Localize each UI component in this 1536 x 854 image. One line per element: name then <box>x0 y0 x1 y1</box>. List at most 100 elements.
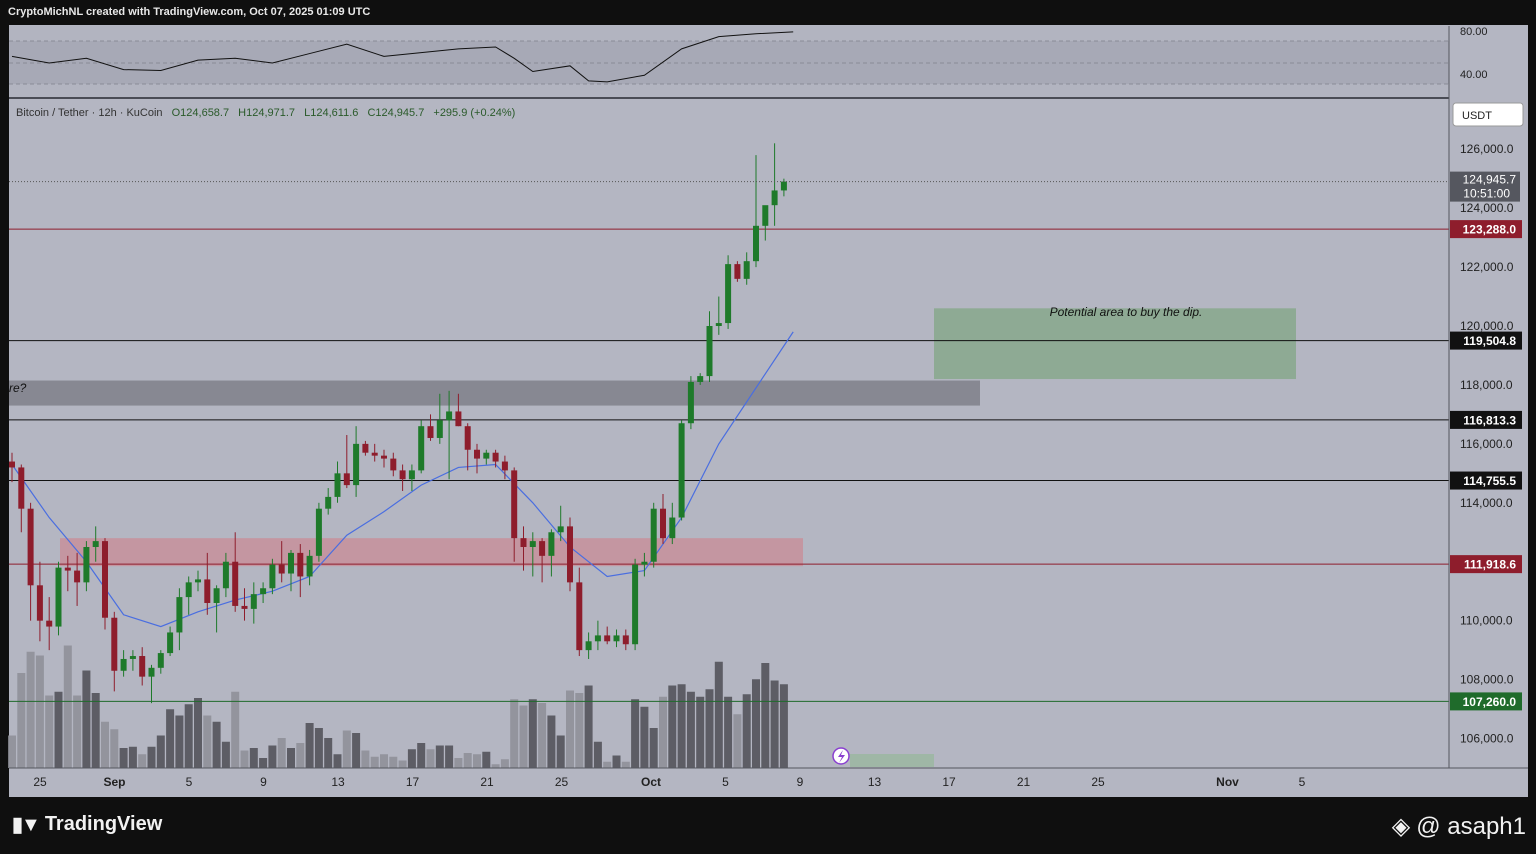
volume-bar <box>17 673 26 768</box>
volume-bar <box>249 748 258 768</box>
lightning-icon <box>838 750 845 763</box>
candle-body <box>567 526 573 583</box>
candle-body <box>111 617 118 671</box>
candle-body <box>669 517 676 539</box>
volume-bar <box>724 696 733 768</box>
volume-bar <box>203 715 212 768</box>
candle-body <box>362 443 369 453</box>
current-price-tag: 124,945.7 10:51:00 <box>1450 171 1520 202</box>
volume-bar <box>324 738 333 768</box>
candle-body <box>474 449 480 459</box>
volume-bar <box>73 695 82 768</box>
price-tick: 124,000.0 <box>1460 201 1514 215</box>
volume-bar <box>370 756 379 768</box>
candle-body <box>334 473 341 497</box>
candle-body <box>557 526 564 533</box>
volume-bar <box>389 756 398 768</box>
volume-bar <box>175 715 184 768</box>
level-tag-text: 116,813.3 <box>1463 413 1516 427</box>
candle-body <box>771 190 778 206</box>
current-price-value: 124,945.7 <box>1463 173 1517 187</box>
volume-bar <box>333 754 342 768</box>
volume-bar <box>231 691 240 768</box>
price-tick: 108,000.0 <box>1460 673 1514 687</box>
candle-body <box>390 458 397 471</box>
candle-body <box>399 470 406 480</box>
candle-body <box>464 426 471 450</box>
level-tag-bg <box>1450 471 1522 490</box>
volume-bar <box>417 743 426 768</box>
candle-body <box>613 635 620 642</box>
candle-body <box>622 635 629 645</box>
rsi-pane <box>9 26 1449 98</box>
candle-body <box>157 653 164 668</box>
candle-body <box>734 264 741 279</box>
volume-bar <box>82 670 91 768</box>
currency-button[interactable]: USDT <box>1452 102 1524 127</box>
volume-bar <box>426 749 435 768</box>
volume-bar <box>119 748 128 768</box>
price-axis[interactable]: 126,000.0 124,000.0 122,000.0 120,000.0 118,… <box>1460 142 1514 745</box>
buy-dip-zone[interactable] <box>934 308 1296 380</box>
price-tick: 106,000.0 <box>1460 732 1514 746</box>
volume-bar <box>603 761 612 768</box>
volume-bar <box>342 730 351 768</box>
ohlc-high: H124,971.7 <box>238 107 295 119</box>
tradingview-brand: TradingView <box>44 813 163 835</box>
candle-body <box>780 181 787 191</box>
volume-bar <box>770 680 779 768</box>
candle-body <box>641 561 648 565</box>
time-tick: 9 <box>797 775 804 789</box>
level-tags: 123,288.0 119,504.8 116,813.3 114,755.5 111,… <box>1450 220 1522 711</box>
price-tick: 116,000.0 <box>1460 437 1513 451</box>
candle-body <box>501 461 508 471</box>
volume-bar <box>380 754 388 768</box>
volume-bar <box>259 758 268 768</box>
candle-body <box>278 564 285 574</box>
candle-body <box>55 567 62 627</box>
volume-bar <box>361 750 370 768</box>
candle-body <box>520 538 527 547</box>
volume-bar <box>54 691 63 768</box>
volume-bar <box>463 753 472 768</box>
volume-bar <box>593 741 602 768</box>
price-tick: 126,000.0 <box>1460 142 1514 156</box>
handle-text: @ asaph1 <box>1416 812 1526 840</box>
time-tick: 5 <box>1299 775 1306 789</box>
volume-bar <box>63 645 72 768</box>
volume-bar <box>500 759 509 768</box>
price-tick: 118,000.0 <box>1460 378 1513 392</box>
resistance-zone <box>9 380 980 406</box>
currency-button-label[interactable]: USDT <box>1462 110 1492 122</box>
volume-bar <box>705 689 714 768</box>
volume-bar <box>584 685 593 768</box>
candle-body <box>102 541 108 618</box>
volume-bar <box>352 733 361 768</box>
time-axis[interactable]: 25 Sep 5 9 13 17 21 25 Oct 5 9 13 17 21 25 Nov 5 <box>33 775 1305 789</box>
candle-body <box>46 620 53 627</box>
level-tag-text: 123,288.0 <box>1463 223 1517 237</box>
candle-body <box>539 541 546 556</box>
event-marker[interactable] <box>832 747 850 765</box>
volume-bar <box>677 684 686 768</box>
candle-body <box>725 264 732 324</box>
candle-body <box>706 326 713 377</box>
volume-bar <box>491 764 500 768</box>
volume-bar <box>398 760 407 768</box>
volume-bar <box>212 721 221 768</box>
volume-bar <box>473 754 481 768</box>
volume-bar <box>35 655 44 768</box>
candle-body <box>36 585 43 621</box>
candle-body <box>204 579 211 603</box>
candle-body <box>167 632 174 654</box>
ohlc-open: O124,658.7 <box>172 107 230 119</box>
time-tick: 17 <box>942 775 956 789</box>
candle-body <box>762 205 769 226</box>
volume-bar <box>752 679 760 768</box>
candle-body <box>632 564 639 645</box>
volume-bar <box>314 728 323 768</box>
candle-body <box>241 605 248 609</box>
volume-bar <box>649 728 658 768</box>
candle-body <box>306 555 313 577</box>
